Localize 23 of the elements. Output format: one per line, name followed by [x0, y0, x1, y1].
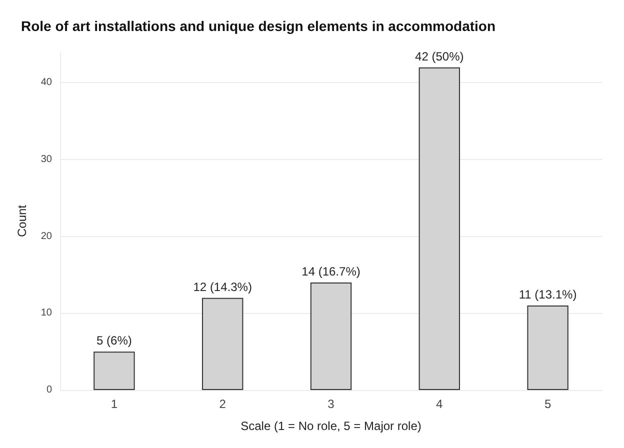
- data-label: 12 (14.3%): [193, 280, 252, 294]
- y-tick-label: 10: [40, 308, 52, 319]
- x-tick-label: 2: [219, 397, 226, 411]
- bar: [202, 298, 244, 390]
- x-tick-label: 5: [544, 397, 552, 411]
- x-tick-label: 3: [328, 397, 335, 411]
- data-label: 5 (6%): [96, 334, 132, 348]
- bar: [94, 352, 135, 390]
- bar: [310, 282, 352, 390]
- y-tick-label: 40: [40, 77, 52, 88]
- x-axis-title: Scale (1 = No role, 5 = Major role): [240, 419, 422, 433]
- y-tick-label: 20: [40, 230, 52, 242]
- data-label: 11 (13.1%): [518, 288, 577, 302]
- data-label: 42 (50%): [415, 49, 464, 64]
- bar: [418, 67, 460, 390]
- y-tick-label: 0: [46, 384, 52, 396]
- data-label: 14 (16.7%): [302, 264, 360, 278]
- chart-title: Role of art installations and unique design elements in accommodation: [21, 18, 496, 34]
- x-tick-label: 1: [110, 397, 118, 411]
- x-tick-label: 4: [436, 397, 444, 411]
- y-axis-title: Count: [15, 204, 29, 238]
- y-tick-label: 30: [40, 154, 52, 166]
- bar: [527, 306, 568, 390]
